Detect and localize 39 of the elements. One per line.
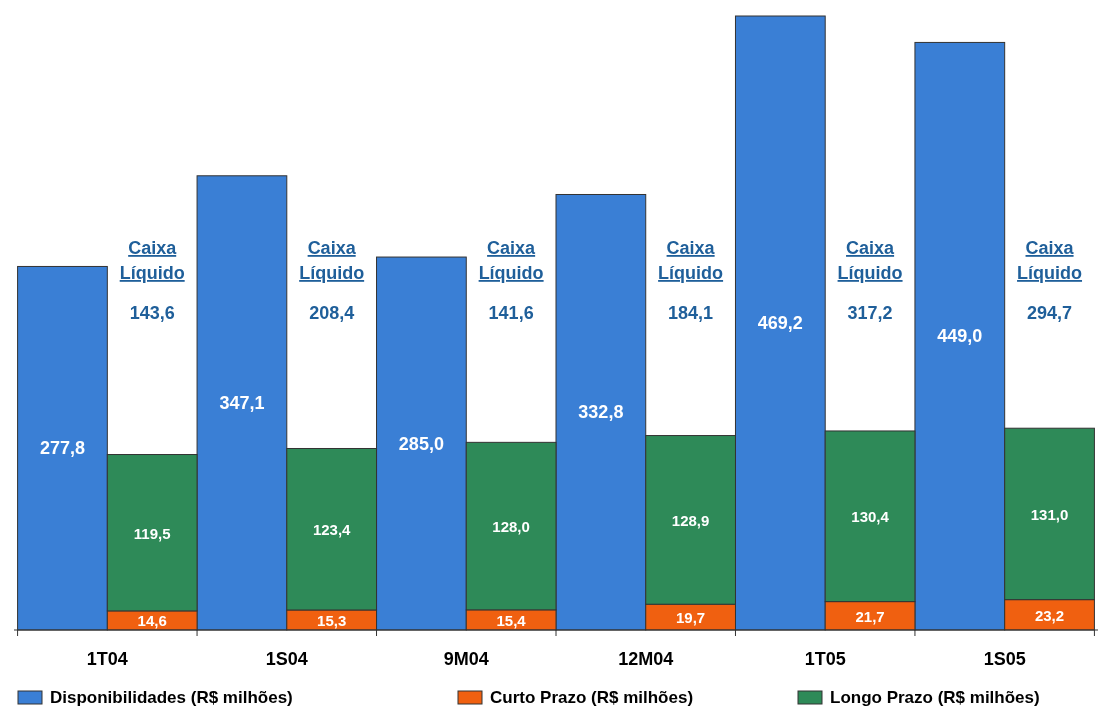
data-label: 285,0 (398, 433, 444, 454)
annotation: 184,1 (668, 303, 714, 323)
legend-label: Longo Prazo (R$ milhões) (830, 688, 1040, 707)
annotation: Caixa Líquido (837, 238, 903, 283)
data-label: 449,0 (937, 326, 983, 347)
x-tick-label: 9M04 (443, 649, 489, 669)
annotation: Caixa Líquido (119, 238, 185, 283)
annotation: 294,7 (1027, 303, 1073, 323)
data-label: 128,9 (671, 511, 710, 529)
data-label: 131,0 (1030, 505, 1069, 523)
x-tick-label: 1S05 (983, 649, 1026, 669)
x-tick-label: 1T04 (86, 649, 128, 669)
annotation: Caixa Líquido (478, 238, 544, 283)
annotation: Caixa Líquido (299, 238, 365, 283)
annotation: 141,6 (488, 303, 534, 323)
data-label: 469,2 (757, 313, 803, 333)
x-tick-label: 1S04 (265, 649, 308, 669)
annotation: Caixa Líquido (658, 238, 724, 283)
data-label: 19,7 (676, 609, 706, 627)
data-label: 123,4 (312, 521, 352, 539)
legend-label: Disponibilidades (R$ milhões) (50, 688, 293, 707)
data-label: 119,5 (133, 524, 171, 542)
data-label: 332,8 (578, 402, 624, 423)
data-label: 128,0 (492, 518, 530, 536)
annotation: 143,6 (129, 303, 175, 323)
data-label: 130,4 (851, 508, 890, 526)
annotation: 208,4 (309, 303, 355, 323)
data-label: 15,3 (317, 611, 347, 629)
data-label: 23,2 (1034, 606, 1065, 624)
annotation: Caixa Líquido (1017, 238, 1083, 283)
x-tick-label: 1T05 (804, 649, 846, 669)
data-label: 347,1 (219, 392, 265, 413)
x-tick-label: 12M04 (618, 649, 674, 669)
data-label: 15,4 (496, 611, 527, 629)
data-label: 14,6 (137, 612, 167, 630)
legend-label: Curto Prazo (R$ milhões) (490, 688, 694, 707)
annotation: 317,2 (847, 303, 893, 323)
data-label: 277,8 (39, 438, 85, 459)
data-label: 21,7 (855, 607, 885, 625)
